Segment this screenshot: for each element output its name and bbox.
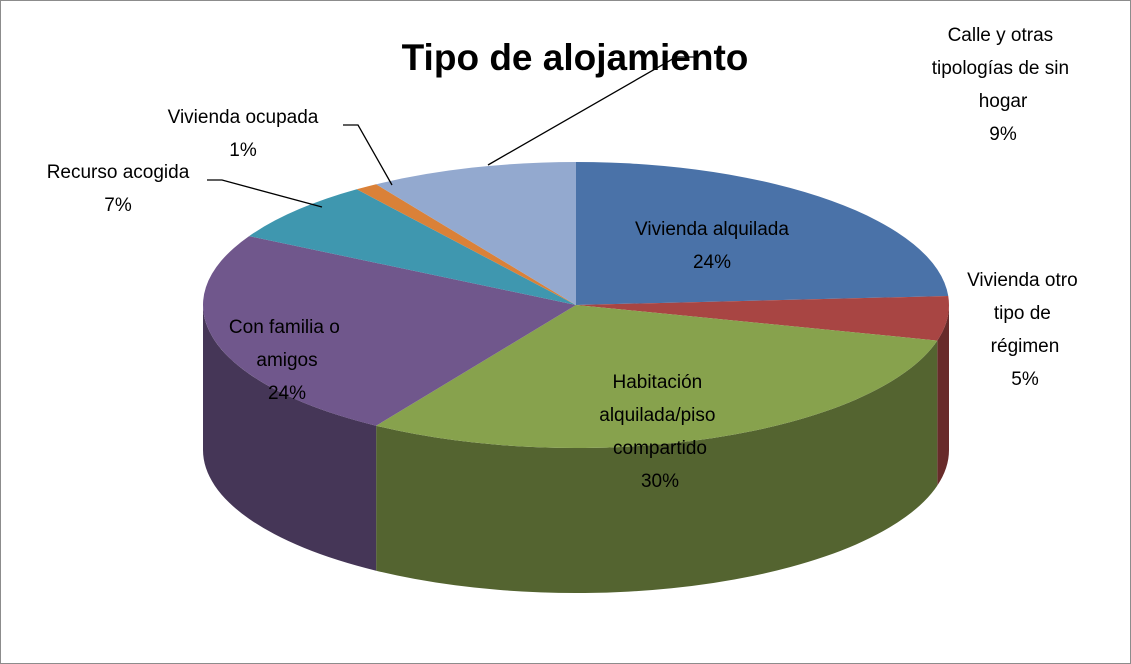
label-line: amigos: [256, 350, 317, 371]
slice-side: [937, 305, 949, 486]
label-line: tipologías de sin: [932, 58, 1075, 79]
slice-label: Calle y otras tipologías de sin hogar: [932, 25, 1075, 112]
pie-sides: [203, 305, 949, 593]
slice-label: Vivienda ocupada: [168, 107, 319, 128]
slice-label: Habitación alquilada/piso compartido: [599, 372, 720, 459]
label-line: hogar: [979, 91, 1028, 112]
label-line: Con familia o: [229, 317, 345, 338]
slice: [356, 184, 576, 305]
leader-line: [207, 179, 323, 208]
slice-value-label: 9%: [989, 124, 1017, 145]
label-line: Vivienda alquilada: [635, 219, 789, 240]
slice-label: Recurso acogida: [47, 162, 190, 183]
label-line: tipo de: [994, 303, 1056, 324]
slice-side: [376, 340, 938, 593]
slice-value-label: 30%: [641, 471, 679, 492]
chart-title: Tipo de alojamiento: [402, 37, 749, 78]
slice: [576, 296, 950, 341]
leader-line: [487, 56, 698, 166]
label-line: Vivienda ocupada: [168, 107, 319, 128]
slice-value-label: 1%: [229, 140, 257, 161]
slice: [576, 162, 949, 305]
leader-line: [343, 124, 393, 186]
label-line: Calle y otras: [948, 25, 1059, 46]
data-labels: Vivienda alquilada 24% Vivienda otro tipo …: [47, 25, 1083, 492]
label-line: Recurso acogida: [47, 162, 190, 183]
slice-value-label: 5%: [1011, 369, 1039, 390]
slice-side: [203, 305, 377, 571]
slice: [376, 162, 576, 305]
slice-label: Vivienda alquilada: [635, 219, 789, 240]
label-line: compartido: [613, 438, 707, 459]
leader-lines: [207, 56, 698, 208]
label-line: alquilada/piso: [599, 405, 720, 426]
slice-value-label: 24%: [268, 383, 306, 404]
slice-value-label: 24%: [693, 252, 731, 273]
label-line: Habitación: [612, 372, 707, 393]
pie-tops: [202, 162, 950, 449]
slice-label: Vivienda otro tipo de régimen: [967, 270, 1083, 357]
slice: [376, 305, 938, 449]
slice: [249, 189, 576, 305]
slice-label: Con familia o amigos: [229, 317, 345, 371]
slice: [202, 236, 577, 426]
label-line: Vivienda otro: [967, 270, 1083, 291]
label-line: régimen: [991, 336, 1060, 357]
slice-value-label: 7%: [104, 195, 132, 216]
